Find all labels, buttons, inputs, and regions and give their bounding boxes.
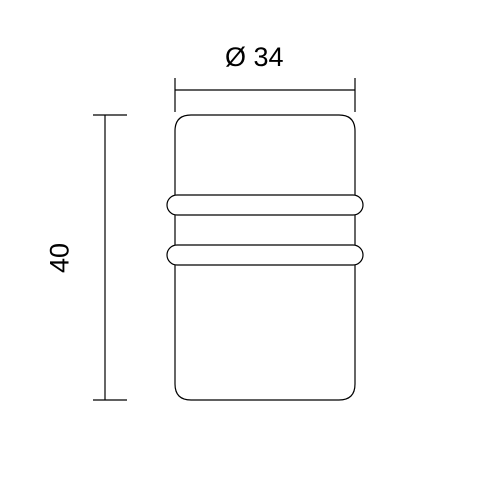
drawing-canvas: Ø 34 40 (0, 0, 500, 500)
height-dimension-label: 40 (45, 243, 76, 273)
diameter-dimension-label: Ø 34 (225, 42, 284, 73)
